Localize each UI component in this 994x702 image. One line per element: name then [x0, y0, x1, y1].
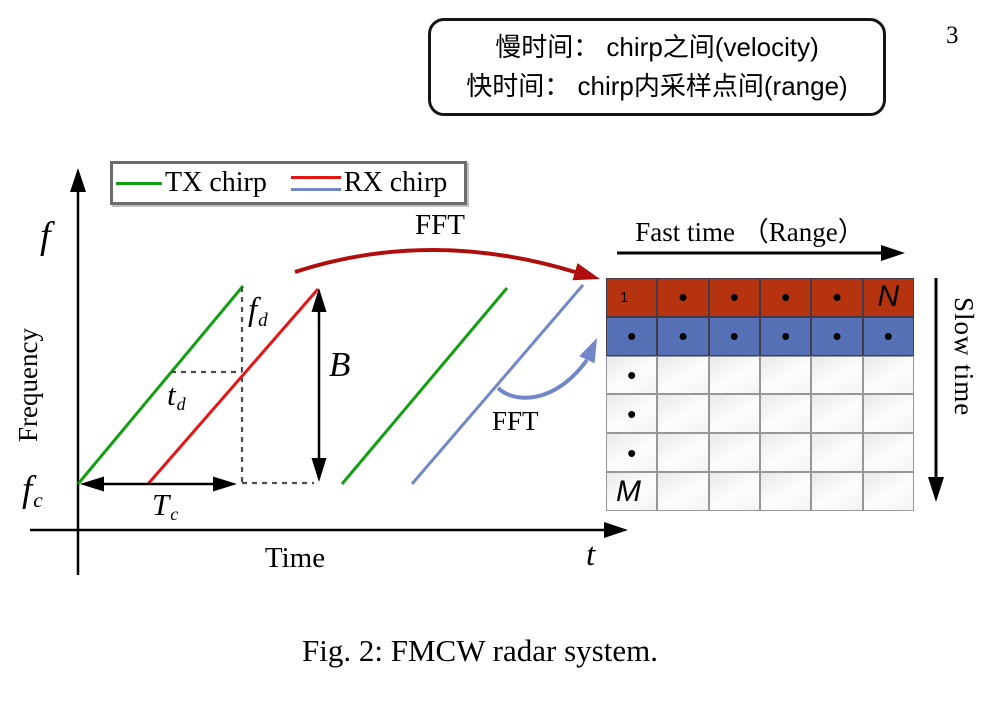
tx-chirp-swatch [116, 181, 162, 185]
slow-time-label: Slow time [949, 297, 979, 417]
tx-chirp-line-2 [340, 287, 509, 485]
range-doppler-matrix: 1 • • • • N • • • • • • • • • M [606, 278, 914, 511]
matrix-cell [759, 472, 812, 511]
fft-slow-arrowhead [579, 338, 597, 364]
matrix-cell [708, 394, 760, 434]
tc-arrow-right-head [213, 476, 237, 492]
rx-chirp-label: RX chirp [343, 167, 448, 198]
matrix-cell: 1 [606, 278, 658, 317]
note-box: 慢时间： chirp之间(velocity) 快时间： chirp内采样点间(r… [428, 18, 886, 116]
fc-sub: c [33, 488, 43, 513]
bandwidth-arrow-bottom-head [311, 458, 327, 482]
matrix-cell [708, 355, 760, 395]
tc-label: Tc [152, 487, 178, 525]
matrix-cell [759, 394, 812, 434]
matrix-cell [862, 433, 914, 473]
figure-caption: Fig. 2: FMCW radar system. [302, 633, 658, 668]
matrix-cell: • [657, 278, 709, 317]
y-axis-arrowhead [70, 168, 86, 192]
rx-chirp-swatch [290, 175, 341, 191]
matrix-cell: • [606, 355, 658, 395]
fft-slow-arrow [496, 358, 589, 400]
bandwidth-arrow-top-head [311, 288, 327, 312]
matrix-cell: • [708, 316, 760, 356]
note-line-1: 慢时间： chirp之间(velocity) [495, 32, 819, 62]
tx-chirp-line-1 [76, 285, 245, 485]
matrix-cell [759, 433, 812, 473]
note-line-2: 快时间： chirp内采样点间(range) [466, 71, 848, 101]
matrix-cell [811, 394, 863, 434]
fft-fast-arrow [294, 248, 576, 274]
matrix-cell: • [811, 316, 863, 356]
fd-label: fd [248, 292, 268, 332]
matrix-cell: • [657, 316, 709, 356]
matrix-cell: N [862, 278, 914, 317]
fft-fast-arrowhead [572, 263, 600, 281]
matrix-cell [657, 355, 709, 395]
matrix-cell: • [811, 278, 863, 317]
fc-base: f [22, 469, 33, 510]
fd-base: f [248, 292, 258, 328]
bandwidth-label: B [329, 345, 351, 384]
td-sub: d [176, 394, 186, 415]
matrix-cell [862, 355, 914, 395]
tc-base: T [152, 487, 170, 522]
tc-arrow-left-head [80, 476, 104, 492]
matrix-cell: • [708, 278, 760, 317]
tc-sub: c [170, 504, 179, 525]
matrix-cell: • [606, 433, 658, 473]
matrix-cell [708, 472, 760, 511]
x-axis-label: Time [264, 542, 326, 574]
x-axis-arrowhead [604, 522, 628, 538]
matrix-cell [708, 433, 760, 473]
matrix-cell [657, 394, 709, 434]
matrix-cell: • [606, 394, 658, 434]
td-base: t [167, 377, 176, 412]
matrix-cell [811, 472, 863, 511]
matrix-cell [811, 433, 863, 473]
matrix-cell: • [759, 316, 812, 356]
slow-time-arrowhead [928, 477, 944, 502]
matrix-cell: M [606, 472, 658, 511]
rx-chirp-swatch-blue [290, 187, 341, 191]
matrix-cell [759, 355, 812, 395]
x-axis-symbol: t [586, 537, 596, 573]
rx-chirp-line-2 [410, 284, 585, 485]
tx-chirp-label: TX chirp [165, 167, 267, 198]
matrix-cell: • [606, 316, 658, 356]
fft-fast-label: FFT [415, 209, 465, 241]
td-label: td [167, 377, 186, 415]
fd-sub: d [258, 309, 268, 331]
rx-chirp-swatch-red [290, 175, 341, 179]
matrix-cell [811, 355, 863, 395]
fft-slow-label: FFT [492, 406, 539, 436]
matrix-cell [862, 394, 914, 434]
matrix-cell [657, 472, 709, 511]
matrix-cell: • [759, 278, 812, 317]
page-number: 3 [946, 22, 959, 49]
y-axis-symbol: f [40, 215, 51, 257]
matrix-cell [657, 433, 709, 473]
matrix-cell [862, 472, 914, 511]
fc-label: fc [22, 468, 43, 513]
fast-time-label: Fast time （Range） [635, 217, 865, 247]
matrix-cell: • [862, 316, 914, 356]
y-axis-label: Frequency [13, 328, 43, 442]
chirp-legend: TX chirp RX chirp [110, 161, 467, 205]
